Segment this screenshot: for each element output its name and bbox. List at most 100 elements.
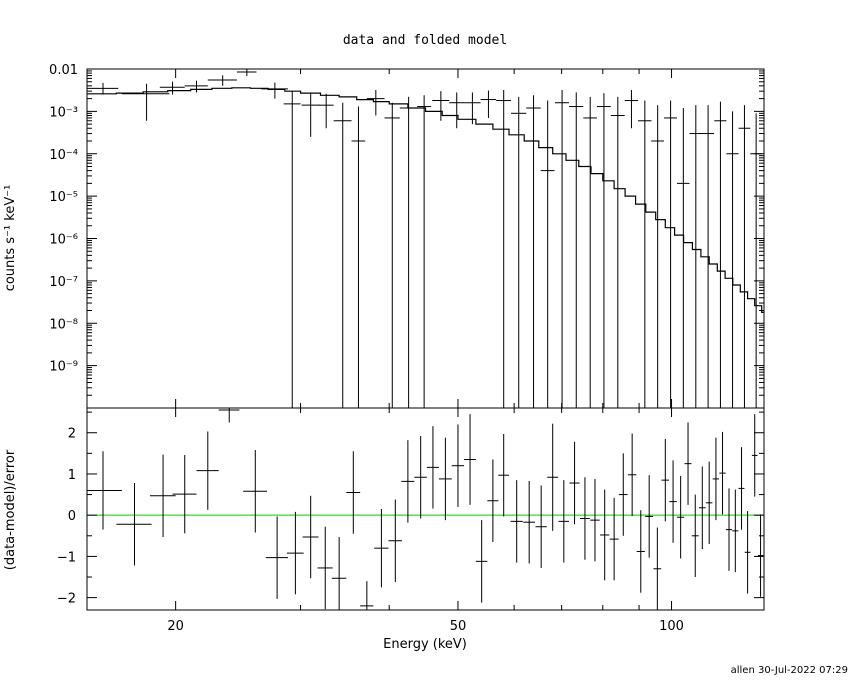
data-point <box>624 89 639 129</box>
residual-point <box>653 527 662 610</box>
residual-point <box>243 450 267 533</box>
data-point <box>651 105 665 408</box>
residual-point <box>172 454 197 534</box>
residual-point <box>401 440 415 523</box>
residual-point <box>360 581 374 610</box>
data-point <box>449 92 465 129</box>
residual-point <box>627 433 637 517</box>
residual-point <box>196 431 219 510</box>
residual-point <box>636 510 645 593</box>
residual-point <box>451 424 465 507</box>
residual-point <box>661 438 670 522</box>
spectrum-frame <box>86 68 765 409</box>
data-point <box>596 93 611 408</box>
data-point <box>184 80 208 93</box>
residual-panel: 2 1 0 −1 −2 20 50 100 (data-model)/error <box>3 407 765 634</box>
residual-point <box>523 480 535 564</box>
spectrum-ticks <box>87 68 764 409</box>
residual-point <box>286 511 304 595</box>
x-tick-label: 100 <box>659 619 684 634</box>
residual-point <box>600 489 610 581</box>
data-point <box>496 89 512 408</box>
y-tick-label: 10⁻³ <box>49 105 78 120</box>
data-point <box>207 75 237 86</box>
residual-point <box>388 499 403 582</box>
residual-point <box>346 451 361 534</box>
residual-point <box>464 414 476 505</box>
footer-credit: allen 30-Jul-2022 07:29 <box>731 665 848 676</box>
data-point <box>638 100 652 408</box>
data-point <box>432 91 450 121</box>
residual-point <box>757 514 764 597</box>
data-point <box>318 93 334 129</box>
data-point <box>511 96 527 408</box>
data-point <box>480 90 497 118</box>
spectrum-y-tick-labels: 0.01 10⁻³ 10⁻⁴ 10⁻⁵ 10⁻⁶ 10⁻⁷ 10⁻⁸ 10⁻⁹ <box>49 63 78 375</box>
data-point <box>351 106 366 408</box>
data-point <box>610 96 625 408</box>
y-tick-label: 10⁻⁵ <box>49 190 78 205</box>
data-point <box>583 96 597 408</box>
residual-point <box>744 511 751 594</box>
data-point <box>677 108 690 408</box>
data-point <box>689 105 703 408</box>
residual-point <box>510 480 523 563</box>
residual-point <box>698 466 706 549</box>
x-tick-labels: 20 50 100 <box>167 619 684 634</box>
residual-point <box>374 509 389 588</box>
data-point <box>87 82 119 95</box>
residual-point <box>684 422 692 505</box>
resid-y-tick-label: −1 <box>57 550 76 565</box>
data-point <box>569 92 584 408</box>
residual-point <box>426 426 439 509</box>
y-tick-label: 10⁻⁹ <box>49 360 78 375</box>
data-point <box>366 89 385 116</box>
residual-point <box>645 475 654 558</box>
spectrum-y-axis-label: counts s⁻¹ keV⁻¹ <box>3 185 18 292</box>
data-point <box>417 95 431 408</box>
residual-point <box>580 477 590 560</box>
data-point <box>121 83 170 121</box>
residual-point <box>116 483 152 566</box>
residual-point <box>475 520 488 603</box>
chart-title: data and folded model <box>343 33 507 48</box>
x-axis-label: Energy (keV) <box>383 637 467 652</box>
residual-point <box>149 454 176 538</box>
y-tick-label: 0.01 <box>49 63 78 78</box>
residual-ticks <box>87 408 764 610</box>
resid-y-tick-label: 2 <box>68 427 76 442</box>
residual-point <box>317 526 333 610</box>
data-point <box>261 82 288 99</box>
spectrum-data <box>87 69 762 408</box>
resid-y-tick-label: −2 <box>57 592 76 607</box>
data-point <box>236 69 257 77</box>
data-point <box>526 95 541 408</box>
spectrum-panel: 0.01 10⁻³ 10⁻⁴ 10⁻⁵ 10⁻⁶ 10⁻⁷ 10⁻⁸ 10⁻⁹ counts … <box>3 63 765 409</box>
residual-point <box>719 431 726 515</box>
residual-point <box>218 408 240 423</box>
residual-point <box>331 537 347 610</box>
data-point <box>384 102 400 408</box>
residual-point <box>751 414 758 497</box>
data-point <box>702 105 715 408</box>
model-step-line <box>87 87 764 313</box>
residual-data <box>87 408 764 610</box>
data-point <box>554 89 570 408</box>
data-point <box>738 105 751 408</box>
residual-point <box>590 478 600 562</box>
data-point <box>664 100 678 408</box>
data-point <box>283 91 301 408</box>
residual-point <box>738 447 745 530</box>
y-tick-label: 10⁻⁷ <box>49 275 78 290</box>
y-tick-label: 10⁻⁸ <box>49 317 78 332</box>
data-point <box>750 113 762 408</box>
residual-point <box>498 433 509 517</box>
data-point <box>540 100 555 408</box>
data-point <box>301 92 320 137</box>
residual-point <box>487 459 499 542</box>
residual-point <box>609 497 619 581</box>
resid-y-tick-label: 1 <box>68 468 76 483</box>
data-point <box>159 81 185 95</box>
data-point <box>333 102 352 408</box>
